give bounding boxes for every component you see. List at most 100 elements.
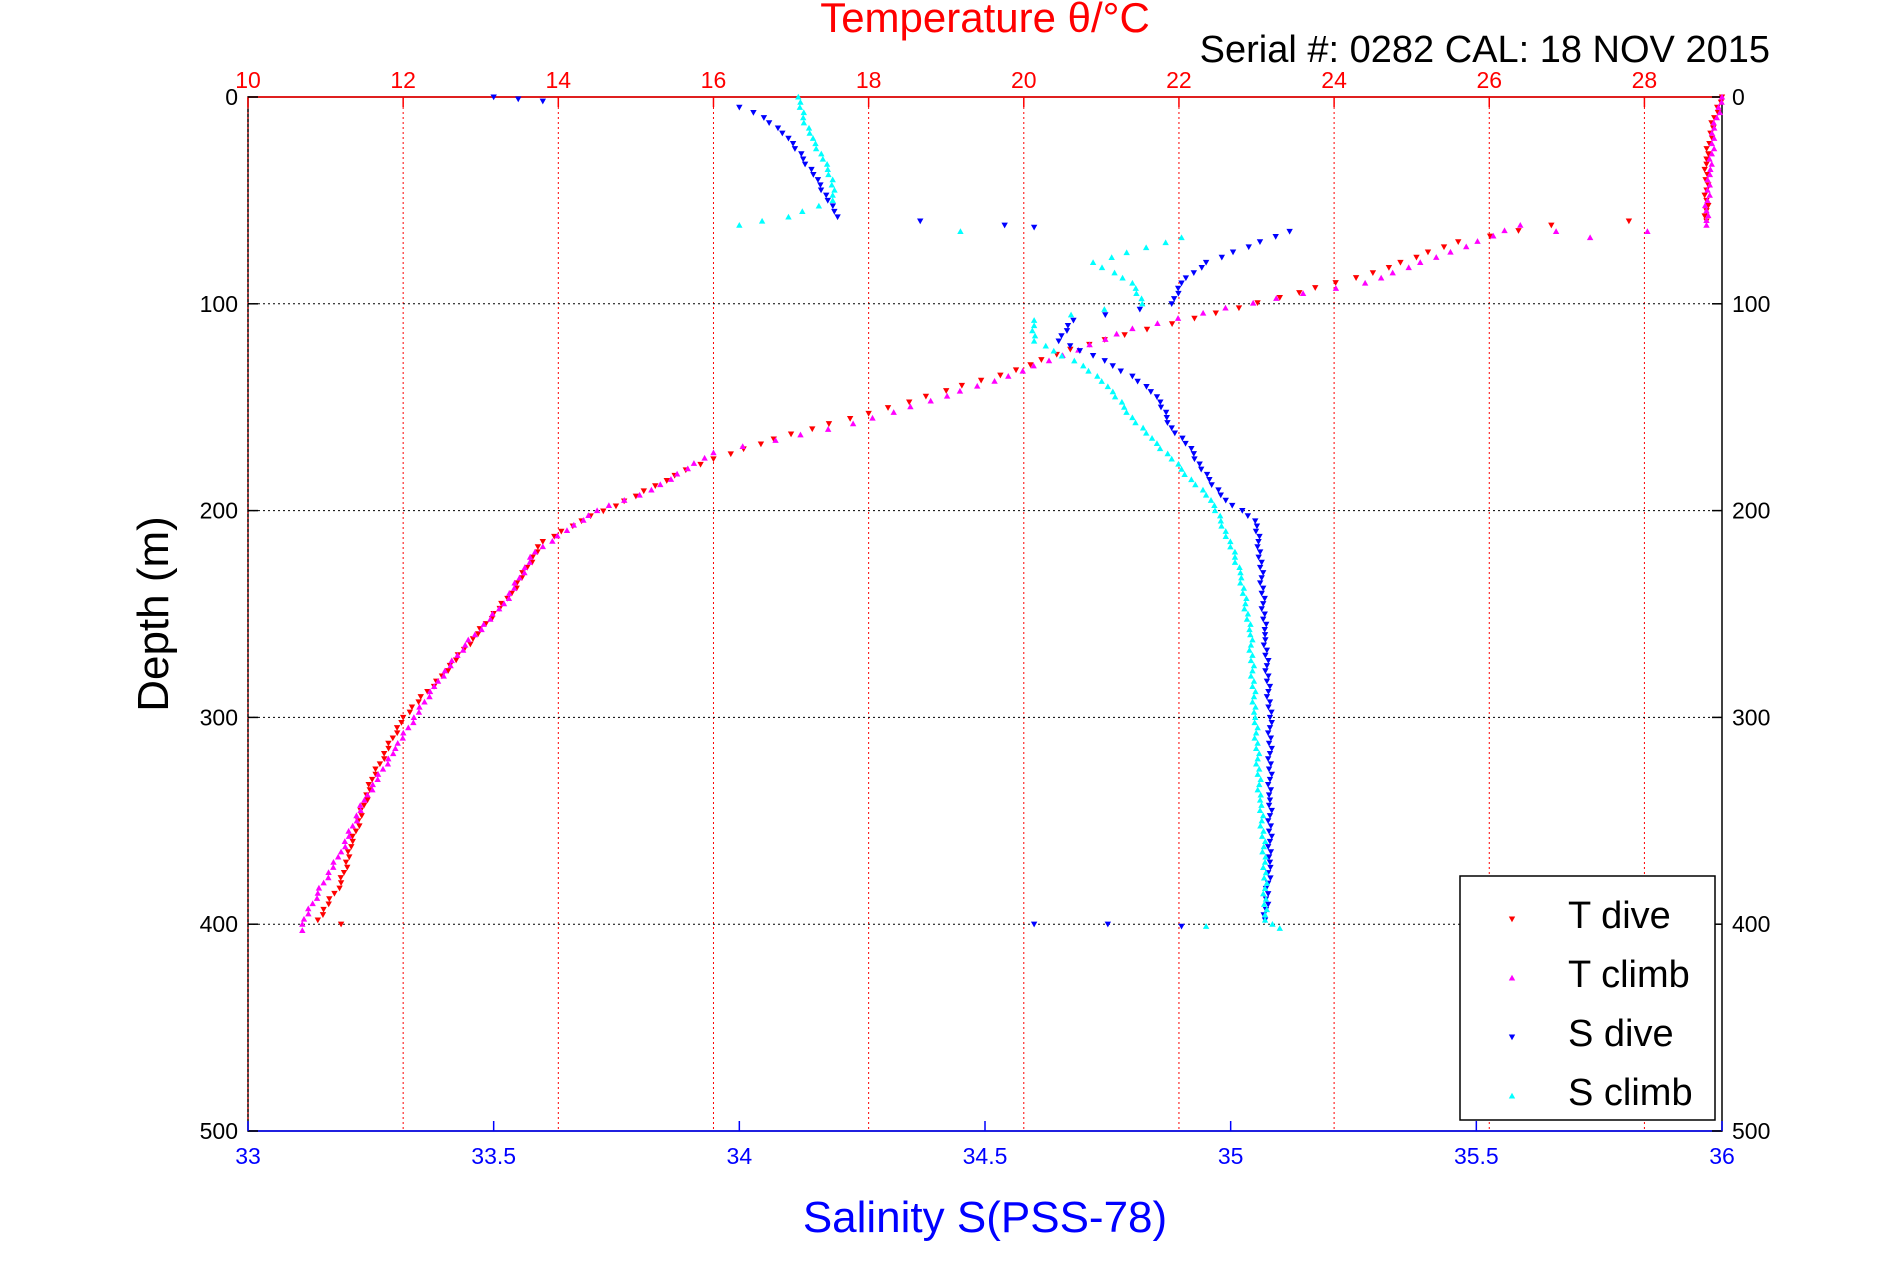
data-point-s-dive <box>1264 782 1272 788</box>
data-point-s-climb <box>823 161 831 167</box>
data-point-t-climb <box>605 502 613 508</box>
data-point-t-climb <box>506 590 513 596</box>
data-point-t-climb <box>570 521 578 528</box>
data-point-s-dive <box>1202 259 1210 266</box>
data-point-s-dive <box>1175 290 1182 297</box>
data-point-s-climb <box>800 114 807 121</box>
data-point-t-dive <box>977 377 985 384</box>
data-point-t-climb <box>448 657 455 664</box>
legend: T dive T climb S dive S climb <box>1459 875 1716 1121</box>
data-point-s-climb <box>1262 853 1269 860</box>
data-point-t-climb <box>325 874 332 881</box>
data-point-s-climb <box>1241 605 1248 612</box>
data-point-t-climb <box>1716 109 1724 116</box>
data-point-s-climb <box>1222 533 1229 540</box>
data-point-s-dive <box>1264 730 1272 737</box>
data-point-s-dive <box>539 98 546 105</box>
right-tick-label: 0 <box>1732 84 1745 110</box>
data-point-s-climb <box>815 202 823 209</box>
data-point-t-climb <box>462 641 469 648</box>
data-point-t-dive <box>344 864 351 871</box>
data-point-s-dive <box>1267 823 1275 830</box>
data-point-s-climb <box>1244 610 1252 617</box>
data-point-t-climb <box>521 569 528 576</box>
data-point-s-climb <box>829 176 836 183</box>
data-point-t-dive <box>1703 146 1710 152</box>
data-point-s-climb <box>797 98 804 105</box>
data-point-s-climb <box>805 124 813 131</box>
data-point-s-climb <box>1247 631 1254 638</box>
data-point-t-climb <box>1708 140 1716 147</box>
data-point-s-climb <box>1071 357 1078 364</box>
data-point-t-climb <box>1704 176 1711 183</box>
data-point-s-climb <box>1030 322 1038 329</box>
data-point-t-dive <box>385 745 392 752</box>
data-point-t-dive <box>1701 166 1708 173</box>
data-point-t-climb <box>399 734 406 741</box>
data-point-s-climb <box>1162 239 1169 246</box>
legend-label-s-dive: S dive <box>1568 1013 1674 1055</box>
data-point-s-climb <box>1263 880 1271 886</box>
data-point-s-dive <box>1256 580 1264 587</box>
data-point-s-climb <box>1261 911 1269 918</box>
data-point-s-dive <box>917 218 924 225</box>
data-point-t-dive <box>1625 218 1633 225</box>
data-point-t-dive <box>640 488 647 495</box>
data-point-t-climb <box>430 683 438 689</box>
data-point-t-climb <box>684 465 691 472</box>
data-point-s-climb <box>1042 342 1049 349</box>
data-point-s-dive <box>1064 322 1072 329</box>
data-point-t-dive <box>1254 300 1261 306</box>
data-point-s-dive <box>1198 265 1205 271</box>
data-point-t-climb <box>1710 119 1717 126</box>
data-point-s-climb <box>1050 347 1057 354</box>
data-point-t-dive <box>612 503 620 510</box>
data-point-t-climb <box>849 420 857 427</box>
data-point-t-dive <box>534 544 542 550</box>
data-point-s-dive <box>1178 280 1185 287</box>
data-point-t-climb <box>890 409 897 415</box>
data-point-s-climb <box>1123 409 1130 415</box>
data-point-t-climb <box>690 460 698 466</box>
data-point-t-climb <box>739 443 746 450</box>
top-tick-label: 16 <box>701 67 727 93</box>
data-point-s-climb <box>1211 507 1219 514</box>
data-point-t-climb <box>299 927 306 933</box>
data-point-s-dive <box>1266 714 1274 721</box>
data-point-s-dive <box>1267 735 1275 742</box>
data-point-s-climb <box>1246 626 1253 633</box>
data-point-t-climb <box>526 553 534 560</box>
data-point-s-climb <box>812 145 820 152</box>
data-point-t-climb <box>1703 222 1710 228</box>
data-point-s-climb <box>1231 559 1239 565</box>
data-point-s-dive <box>1252 528 1260 535</box>
data-point-s-dive <box>1265 688 1272 695</box>
data-point-s-dive <box>1262 652 1269 659</box>
data-point-s-climb <box>1148 435 1156 441</box>
data-point-s-dive <box>1265 802 1273 809</box>
data-point-t-dive <box>1012 367 1020 374</box>
legend-marker-t-dive <box>1508 916 1516 923</box>
data-point-s-climb <box>1247 672 1255 679</box>
data-point-t-dive <box>1191 315 1198 322</box>
data-point-s-climb <box>824 166 831 172</box>
data-point-s-climb <box>818 150 825 157</box>
data-point-t-climb <box>337 848 345 855</box>
data-point-s-climb <box>799 208 806 214</box>
data-point-t-dive <box>1352 275 1360 281</box>
data-point-s-dive <box>1076 348 1084 354</box>
data-point-t-dive <box>408 704 416 711</box>
data-point-s-dive <box>1263 647 1271 654</box>
data-point-s-climb <box>800 119 808 126</box>
data-point-s-dive <box>1265 828 1273 835</box>
data-point-t-climb <box>309 900 316 907</box>
data-point-t-dive <box>344 849 352 856</box>
data-point-s-dive <box>823 192 830 199</box>
data-point-s-dive <box>1265 766 1273 773</box>
data-point-s-dive <box>774 125 782 132</box>
data-point-t-climb <box>1706 171 1714 178</box>
top-tick-label: 14 <box>546 67 572 93</box>
data-point-s-climb <box>1164 450 1171 457</box>
data-point-s-climb <box>1133 290 1140 297</box>
data-point-t-climb <box>410 719 417 726</box>
